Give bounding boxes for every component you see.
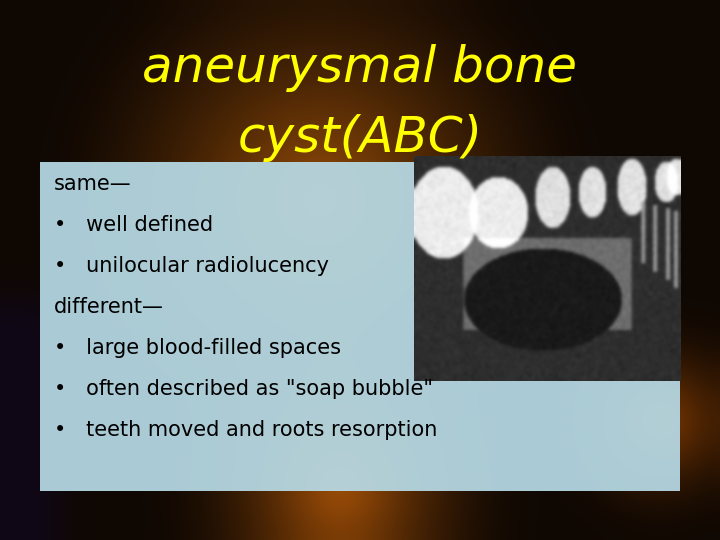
FancyBboxPatch shape — [40, 162, 680, 491]
Text: •   unilocular radiolucency: • unilocular radiolucency — [54, 255, 329, 276]
Text: different—: different— — [54, 296, 164, 317]
Text: •   large blood-filled spaces: • large blood-filled spaces — [54, 338, 341, 358]
Text: same—: same— — [54, 173, 132, 194]
Text: •   teeth moved and roots resorption: • teeth moved and roots resorption — [54, 420, 437, 440]
Text: cyst(ABC): cyst(ABC) — [238, 114, 482, 161]
Text: •   often described as "soap bubble": • often described as "soap bubble" — [54, 379, 433, 399]
Text: aneurysmal bone: aneurysmal bone — [143, 44, 577, 91]
Text: •   well defined: • well defined — [54, 214, 213, 235]
